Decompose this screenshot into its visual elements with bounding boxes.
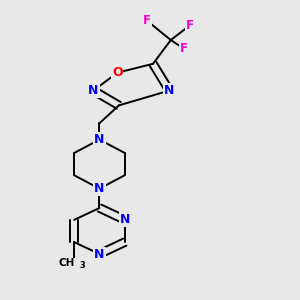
Text: N: N [94, 248, 105, 260]
Text: 3: 3 [80, 261, 86, 270]
Text: F: F [180, 42, 188, 56]
Text: O: O [112, 66, 123, 79]
Text: CH: CH [58, 258, 75, 268]
Text: F: F [186, 19, 194, 32]
Text: N: N [88, 84, 99, 97]
Text: N: N [94, 182, 105, 195]
Text: F: F [143, 14, 151, 27]
Text: N: N [94, 133, 105, 146]
Text: N: N [119, 213, 130, 226]
Text: N: N [164, 84, 175, 97]
